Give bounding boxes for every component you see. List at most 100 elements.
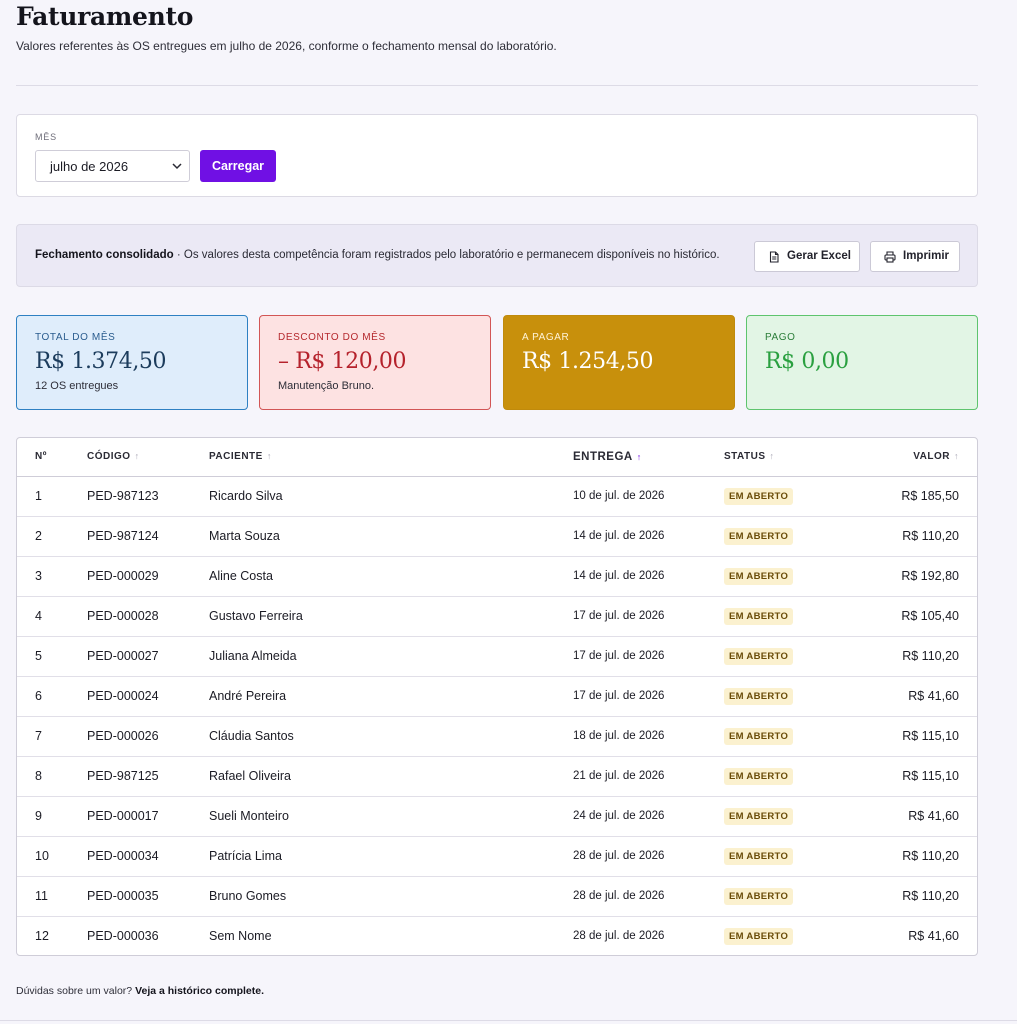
column-value-label: VALOR — [913, 451, 950, 463]
row-value: R$ 192,80 — [901, 569, 959, 583]
row-code: PED-000026 — [87, 729, 159, 743]
row-code-cell: PED-000036 — [87, 916, 209, 955]
row-value-cell: R$ 115,10 — [834, 756, 977, 797]
row-number: 10 — [35, 849, 49, 863]
table-row[interactable]: 1 PED-987123 Ricardo Silva 10 de jul. de 20… — [17, 476, 977, 517]
footer: Dúvidas sobre um valor? Veja a histórico… — [16, 985, 264, 997]
row-value: R$ 41,60 — [908, 929, 959, 944]
column-status-label: STATUS — [724, 451, 766, 463]
row-patient-cell: Cláudia Santos — [209, 716, 573, 757]
status-badge: EM ABERTO — [724, 927, 794, 945]
bottom-divider — [0, 1020, 1017, 1021]
table-row[interactable]: 2 PED-987124 Marta Souza 14 de jul. de 2026… — [17, 516, 977, 557]
row-status-cell: EM ABERTO — [724, 716, 834, 757]
column-code[interactable]: CÓDIGO ↑ — [87, 438, 209, 477]
row-status-cell: EM ABERTO — [724, 876, 834, 917]
print-button[interactable]: Imprimir — [870, 241, 960, 272]
row-delivery-cell: 28 de jul. de 2026 — [573, 836, 724, 877]
printer-icon — [884, 251, 896, 263]
page-subtitle: Valores referentes às OS entregues em ju… — [16, 39, 557, 53]
row-code-cell: PED-000029 — [87, 556, 209, 597]
row-value: R$ 110,20 — [902, 649, 959, 663]
history-link[interactable]: Veja a histórico complete. — [135, 985, 265, 997]
generate-excel-button[interactable]: Gerar Excel — [754, 241, 860, 272]
row-delivery: 28 de jul. de 2026 — [573, 890, 665, 902]
row-number: 6 — [35, 689, 42, 703]
row-value: R$ 185,50 — [901, 489, 959, 503]
row-number: 3 — [35, 569, 42, 583]
row-delivery: 14 de jul. de 2026 — [573, 530, 665, 542]
table-row[interactable]: 9 PED-000017 Sueli Monteiro 24 de jul. de 2… — [17, 796, 977, 837]
table-row[interactable]: 10 PED-000034 Patrícia Lima 28 de jul. de 2… — [17, 836, 977, 877]
row-delivery: 17 de jul. de 2026 — [573, 690, 665, 702]
notice-separator: · — [173, 249, 184, 261]
table-row[interactable]: 11 PED-000035 Bruno Gomes 28 de jul. de 202… — [17, 876, 977, 917]
column-status[interactable]: STATUS ↑ — [724, 438, 834, 477]
row-number: 7 — [35, 729, 42, 743]
status-badge: EM ABERTO — [724, 767, 794, 785]
row-value: R$ 110,20 — [902, 889, 959, 903]
month-select[interactable]: julho de 2026 — [35, 150, 190, 182]
row-value-cell: R$ 41,60 — [834, 796, 977, 837]
table-row[interactable]: 3 PED-000029 Aline Costa 14 de jul. de 2026… — [17, 556, 977, 597]
row-delivery: 18 de jul. de 2026 — [573, 730, 665, 742]
sort-arrow-icon: ↑ — [134, 451, 140, 462]
row-number-cell: 5 — [17, 636, 87, 677]
row-patient-cell: Marta Souza — [209, 516, 573, 557]
row-status-cell: EM ABERTO — [724, 596, 834, 637]
column-delivery-label: ENTREGA — [573, 450, 633, 463]
row-number-cell: 3 — [17, 556, 87, 597]
month-select-value: julho de 2026 — [50, 159, 129, 174]
table-row[interactable]: 5 PED-000027 Juliana Almeida 17 de jul. de … — [17, 636, 977, 677]
table-row[interactable]: 12 PED-000036 Sem Nome 28 de jul. de 2026 EM… — [17, 916, 977, 955]
row-number-cell: 11 — [17, 876, 87, 917]
row-delivery-cell: 18 de jul. de 2026 — [573, 716, 724, 757]
column-patient[interactable]: PACIENTE ↑ — [209, 438, 573, 477]
row-value-cell: R$ 115,10 — [834, 716, 977, 757]
notice-text: Fechamento consolidado · Os valores dest… — [35, 249, 720, 261]
notice-title: Fechamento consolidado — [35, 249, 174, 261]
summary-card-total: TOTAL DO MÊS R$ 1.374,50 12 OS entregues — [16, 315, 248, 410]
discount-note: Manutenção Bruno. — [278, 380, 375, 392]
table-row[interactable]: 6 PED-000024 André Pereira 17 de jul. de 20… — [17, 676, 977, 717]
column-delivery[interactable]: ENTREGA ↑ — [573, 438, 724, 477]
table-row[interactable]: 8 PED-987125 Rafael Oliveira 21 de jul. de … — [17, 756, 977, 797]
sort-arrow-icon: ↑ — [769, 451, 775, 462]
table-row[interactable]: 7 PED-000026 Cláudia Santos 18 de jul. de 2… — [17, 716, 977, 757]
row-patient: Aline Costa — [209, 569, 273, 583]
row-delivery-cell: 24 de jul. de 2026 — [573, 796, 724, 837]
status-badge: EM ABERTO — [724, 567, 794, 585]
row-delivery-cell: 14 de jul. de 2026 — [573, 556, 724, 597]
total-amount: R$ 1.374,50 — [35, 349, 167, 374]
row-delivery-cell: 17 de jul. de 2026 — [573, 676, 724, 717]
row-status-cell: EM ABERTO — [724, 916, 834, 955]
row-patient-cell: André Pereira — [209, 676, 573, 717]
row-code: PED-000017 — [87, 809, 159, 823]
row-delivery: 10 de jul. de 2026 — [573, 490, 665, 502]
load-button[interactable]: Carregar — [200, 150, 276, 182]
chevron-down-icon — [172, 163, 182, 170]
row-number-cell: 8 — [17, 756, 87, 797]
row-patient: Gustavo Ferreira — [209, 609, 303, 623]
table-row[interactable]: 4 PED-000028 Gustavo Ferreira 17 de jul. de… — [17, 596, 977, 637]
column-value[interactable]: VALOR ↑ — [834, 438, 977, 477]
row-patient: Sem Nome — [209, 929, 272, 944]
row-code-cell: PED-987123 — [87, 476, 209, 517]
row-delivery: 24 de jul. de 2026 — [573, 810, 665, 822]
row-number-cell: 7 — [17, 716, 87, 757]
row-value-cell: R$ 110,20 — [834, 836, 977, 877]
row-value-cell: R$ 185,50 — [834, 476, 977, 517]
row-status-cell: EM ABERTO — [724, 556, 834, 597]
column-number: Nº — [17, 438, 87, 477]
row-status-cell: EM ABERTO — [724, 516, 834, 557]
row-delivery-cell: 28 de jul. de 2026 — [573, 916, 724, 955]
row-patient-cell: Rafael Oliveira — [209, 756, 573, 797]
row-patient-cell: Ricardo Silva — [209, 476, 573, 517]
orders-table: Nº CÓDIGO ↑ PACIENTE ↑ ENTREGA ↑ STATUS ↑ VA… — [16, 437, 978, 956]
row-patient-cell: Juliana Almeida — [209, 636, 573, 677]
row-patient: Marta Souza — [209, 529, 280, 543]
footer-question: Dúvidas sobre um valor? — [16, 985, 133, 997]
row-code: PED-000035 — [87, 889, 159, 903]
row-delivery: 21 de jul. de 2026 — [573, 770, 665, 782]
row-patient-cell: Aline Costa — [209, 556, 573, 597]
